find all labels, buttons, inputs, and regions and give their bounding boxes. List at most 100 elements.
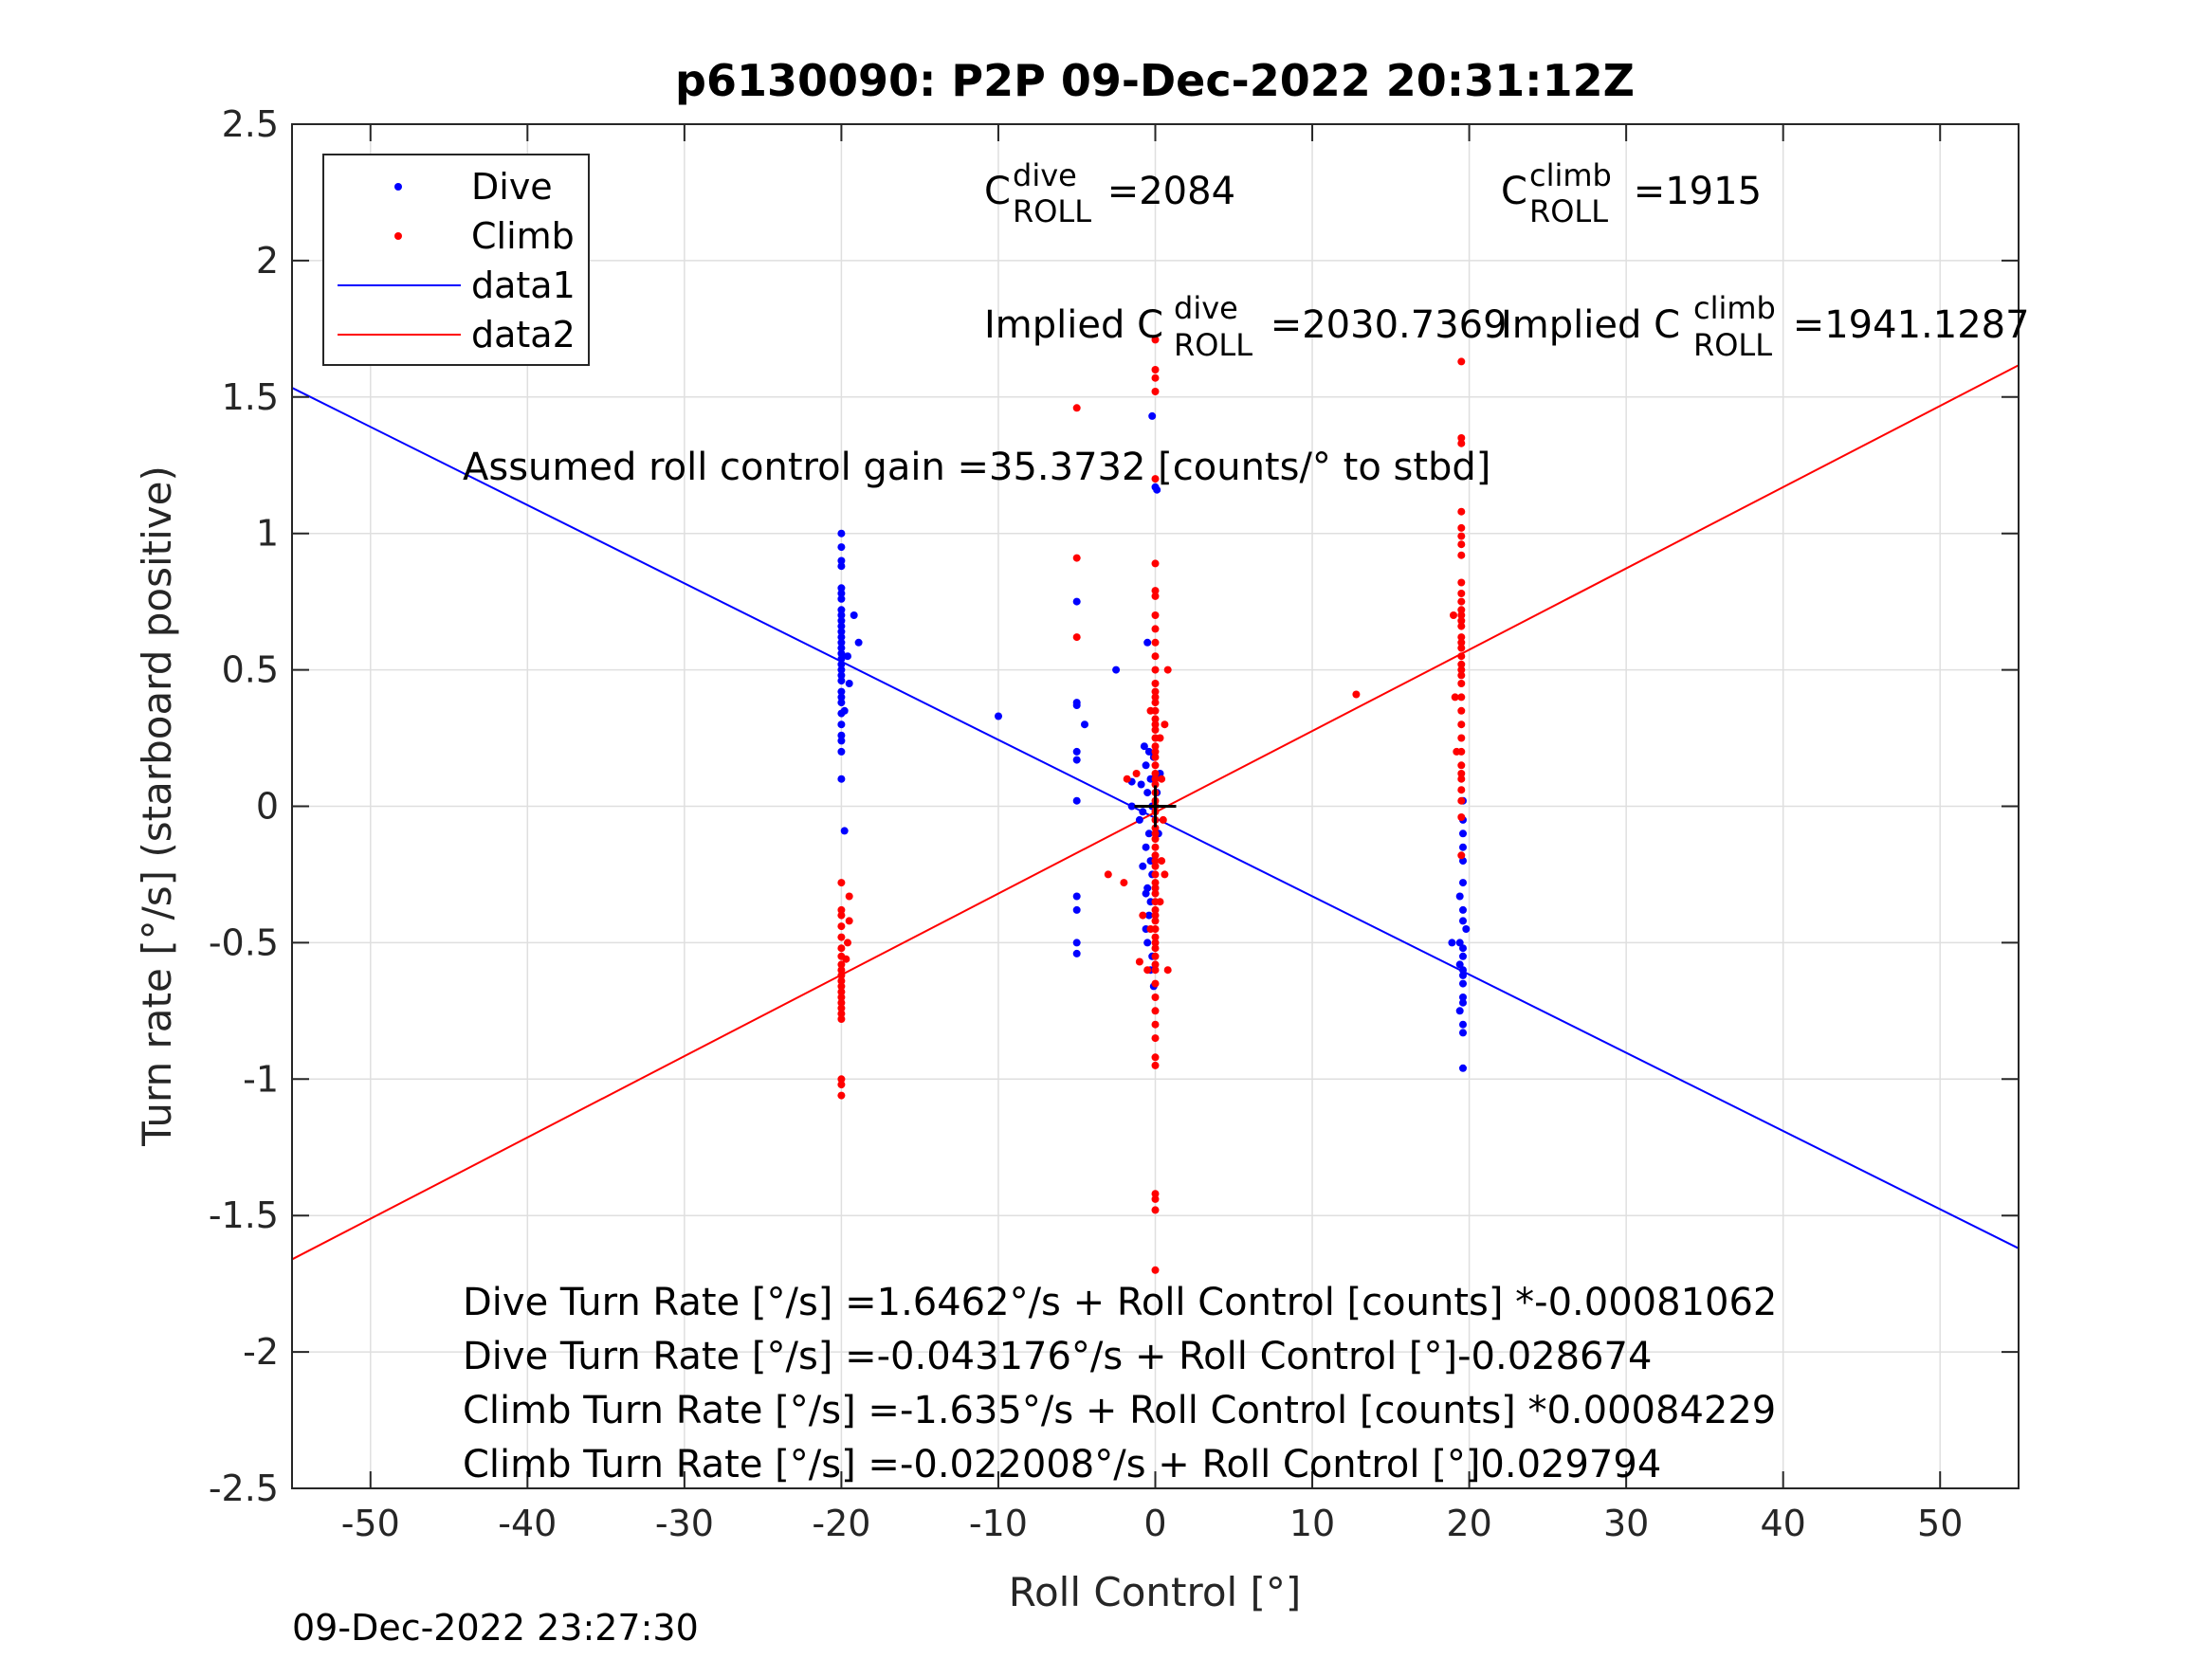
- point-dive: [837, 556, 846, 565]
- x-tick-label: -20: [812, 1503, 870, 1544]
- point-climb: [1072, 633, 1081, 642]
- point-dive: [1459, 830, 1467, 838]
- x-tick-label: -30: [655, 1503, 714, 1544]
- implied-dive-sup: dive: [1174, 290, 1238, 326]
- point-climb: [1457, 540, 1466, 549]
- point-dive: [837, 606, 846, 614]
- point-dive: [1459, 917, 1467, 925]
- point-dive: [840, 706, 849, 715]
- point-dive: [837, 628, 846, 636]
- point-climb: [1123, 775, 1131, 783]
- point-dive: [1459, 966, 1467, 975]
- point-climb: [1457, 507, 1466, 516]
- point-climb: [1457, 606, 1466, 614]
- point-climb: [1151, 824, 1160, 832]
- point-dive: [1139, 808, 1147, 816]
- implied-dive-prefix: Implied C: [984, 303, 1163, 347]
- c-dive-value: =2084: [1095, 170, 1235, 213]
- point-dive: [837, 775, 846, 783]
- point-climb: [1163, 665, 1172, 674]
- point-dive: [837, 638, 846, 647]
- point-dive: [837, 633, 846, 642]
- point-climb: [1151, 336, 1160, 344]
- point-dive: [1448, 939, 1456, 947]
- origin-marker: [1134, 785, 1177, 828]
- point-climb: [837, 998, 846, 1007]
- point-climb: [1151, 699, 1160, 707]
- point-climb: [1151, 665, 1160, 674]
- point-climb: [845, 917, 853, 925]
- point-dive: [837, 590, 846, 597]
- point-dive: [1459, 1064, 1467, 1072]
- point-dive: [1140, 742, 1148, 751]
- implied-climb-sub: ROLL: [1693, 327, 1772, 363]
- point-climb: [1457, 761, 1466, 770]
- point-dive: [1144, 911, 1153, 920]
- point-climb: [1151, 587, 1160, 595]
- point-climb: [844, 939, 851, 947]
- point-climb: [1151, 1061, 1160, 1069]
- point-dive: [1143, 939, 1152, 947]
- point-dive: [837, 649, 846, 658]
- point-climb: [1151, 1266, 1160, 1274]
- point-climb: [1151, 1053, 1160, 1062]
- point-climb: [1146, 706, 1155, 715]
- point-climb: [1457, 638, 1466, 647]
- point-dive: [1459, 1020, 1467, 1029]
- point-climb: [1151, 374, 1160, 382]
- point-climb: [1151, 1194, 1160, 1203]
- chart-title: p6130090: P2P 09-Dec-2022 20:31:12Z: [675, 55, 1635, 106]
- point-climb: [1453, 747, 1461, 756]
- point-dive: [837, 671, 846, 680]
- point-climb: [1151, 725, 1160, 734]
- point-climb: [1151, 1034, 1160, 1043]
- point-climb: [1072, 404, 1081, 412]
- point-climb: [1457, 616, 1466, 625]
- point-dive: [1143, 789, 1152, 797]
- point-climb: [1151, 830, 1160, 838]
- point-climb: [1151, 960, 1160, 969]
- x-axis-label: Roll Control [°]: [1009, 1569, 1302, 1615]
- point-dive: [837, 731, 846, 739]
- point-climb: [1457, 671, 1466, 680]
- point-climb: [1151, 889, 1160, 898]
- point-dive: [1455, 892, 1464, 901]
- point-climb: [1457, 734, 1466, 742]
- point-climb: [1457, 578, 1466, 587]
- legend-label-climb: Climb: [471, 215, 575, 257]
- point-dive: [1459, 879, 1467, 887]
- point-climb: [1143, 966, 1152, 975]
- x-tick-label: -10: [969, 1503, 1028, 1544]
- point-dive: [1153, 485, 1161, 494]
- point-climb: [1156, 898, 1164, 906]
- x-tick-label: -40: [498, 1503, 557, 1544]
- point-climb: [1163, 966, 1172, 975]
- point-dive: [837, 677, 846, 685]
- y-tick-label: 2: [256, 240, 279, 282]
- y-tick-label: -2.5: [209, 1468, 279, 1509]
- point-climb: [837, 988, 846, 996]
- point-dive: [1072, 597, 1081, 606]
- point-climb: [842, 955, 850, 963]
- c-dive-sup: dive: [1013, 157, 1077, 193]
- x-tick-label: 50: [1917, 1503, 1963, 1544]
- point-climb: [1151, 979, 1160, 988]
- c-dive-sub: ROLL: [1013, 193, 1091, 229]
- point-dive: [837, 693, 846, 702]
- y-axis-label: Turn rate [°/s] (starboard positive): [134, 465, 180, 1147]
- point-climb: [1457, 532, 1466, 540]
- point-climb: [1457, 551, 1466, 559]
- x-tick-label: 20: [1446, 1503, 1491, 1544]
- data-points: [837, 336, 1471, 1274]
- point-dive: [837, 644, 846, 652]
- legend-label-data2: data2: [471, 314, 576, 356]
- point-climb: [1161, 720, 1169, 729]
- annotation-eq4: Climb Turn Rate [°/s] =-0.022008°/s + Ro…: [463, 1443, 1661, 1486]
- point-climb: [837, 922, 846, 931]
- point-climb: [1151, 944, 1160, 953]
- point-climb: [1457, 590, 1466, 597]
- point-climb: [837, 1091, 846, 1100]
- axis-ticks: -50 -40 -30 -20 -10 0 10 20 30 40 50-2.5-2-1.5-1-0…: [209, 103, 2019, 1544]
- point-climb: [1120, 879, 1128, 887]
- point-climb: [837, 976, 846, 985]
